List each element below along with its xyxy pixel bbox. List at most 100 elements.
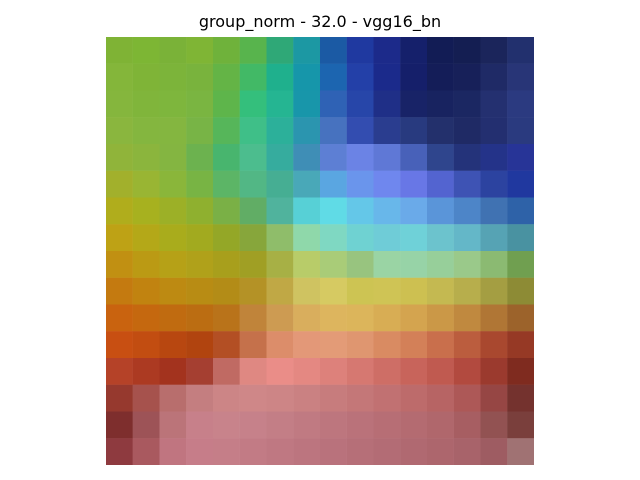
heatmap-cell (239, 90, 267, 118)
heatmap-cell (159, 63, 187, 91)
heatmap-cell (132, 90, 160, 118)
heatmap-cell (132, 117, 160, 145)
heatmap-cell (213, 37, 240, 64)
heatmap-cell (186, 63, 214, 91)
heatmap-cell (320, 37, 347, 64)
heatmap-cell (373, 251, 401, 278)
heatmap-cell (213, 197, 240, 225)
heatmap-cell (453, 251, 481, 278)
heatmap-cells (106, 37, 534, 465)
heatmap-cell (132, 358, 160, 385)
heatmap-cell (373, 411, 401, 439)
heatmap-cell (480, 117, 508, 145)
heatmap-cell (346, 224, 374, 252)
heatmap-cell (239, 331, 267, 359)
heatmap-cell (266, 63, 294, 91)
heatmap-cell (400, 63, 428, 91)
heatmap-cell (293, 197, 321, 225)
heatmap-cell (293, 37, 321, 64)
heatmap-cell (507, 411, 534, 439)
heatmap-cell (159, 438, 187, 465)
heatmap-cell (106, 304, 133, 332)
heatmap-cell (400, 331, 428, 359)
heatmap-cell (159, 358, 187, 385)
heatmap-cell (239, 251, 267, 278)
heatmap-cell (239, 224, 267, 252)
heatmap-cell (293, 224, 321, 252)
heatmap-cell (427, 224, 454, 252)
heatmap-cell (266, 411, 294, 439)
heatmap-cell (507, 90, 534, 118)
heatmap-cell (293, 277, 321, 305)
heatmap-cell (132, 63, 160, 91)
heatmap-cell (293, 63, 321, 91)
heatmap-cell (106, 277, 133, 305)
heatmap-cell (132, 331, 160, 359)
heatmap-cell (373, 197, 401, 225)
heatmap-cell (239, 358, 267, 385)
heatmap-cell (400, 358, 428, 385)
heatmap-cell (106, 438, 133, 465)
heatmap-cell (373, 331, 401, 359)
heatmap-cell (266, 37, 294, 64)
heatmap-cell (507, 277, 534, 305)
heatmap-cell (427, 384, 454, 412)
heatmap-cell (106, 144, 133, 171)
heatmap-cell (293, 304, 321, 332)
heatmap-cell (239, 117, 267, 145)
heatmap-cell (186, 144, 214, 171)
heatmap-cell (106, 197, 133, 225)
heatmap-cell (453, 304, 481, 332)
chart-title: group_norm - 32.0 - vgg16_bn (198, 12, 442, 31)
heatmap-cell (400, 384, 428, 412)
heatmap-cell (453, 277, 481, 305)
heatmap-cell (159, 37, 187, 64)
heatmap-cell (186, 331, 214, 359)
heatmap-cell (346, 251, 374, 278)
heatmap-cell (106, 170, 133, 198)
heatmap-cell (346, 144, 374, 171)
heatmap-cell (427, 277, 454, 305)
heatmap-cell (346, 384, 374, 412)
heatmap-cell (186, 37, 214, 64)
heatmap-cell (453, 63, 481, 91)
heatmap-cell (132, 411, 160, 439)
heatmap-cell (239, 37, 267, 64)
heatmap-cell (480, 358, 508, 385)
heatmap-cell (132, 170, 160, 198)
heatmap-cell (159, 170, 187, 198)
heatmap-cell (159, 331, 187, 359)
heatmap-cell (427, 63, 454, 91)
heatmap-cell (480, 90, 508, 118)
heatmap-cell (453, 411, 481, 439)
heatmap-cell (266, 144, 294, 171)
heatmap-cell (373, 304, 401, 332)
heatmap-cell (132, 438, 160, 465)
heatmap-cell (507, 438, 534, 465)
heatmap-cell (400, 37, 428, 64)
heatmap-cell (132, 144, 160, 171)
heatmap-cell (400, 197, 428, 225)
heatmap-cell (266, 358, 294, 385)
heatmap-cell (507, 170, 534, 198)
heatmap-cell (293, 331, 321, 359)
heatmap-cell (507, 384, 534, 412)
heatmap-cell (213, 331, 240, 359)
heatmap-cell (427, 117, 454, 145)
heatmap-cell (213, 304, 240, 332)
heatmap-cell (346, 63, 374, 91)
heatmap-cell (213, 251, 240, 278)
heatmap-cell (346, 90, 374, 118)
heatmap-cell (293, 411, 321, 439)
heatmap-cell (346, 117, 374, 145)
heatmap-cell (453, 117, 481, 145)
heatmap-cell (186, 117, 214, 145)
heatmap-cell (159, 90, 187, 118)
heatmap-cell (239, 411, 267, 439)
heatmap-cell (507, 197, 534, 225)
heatmap-cell (320, 117, 347, 145)
heatmap-cell (373, 63, 401, 91)
heatmap-cell (186, 438, 214, 465)
heatmap-cell (239, 170, 267, 198)
heatmap-cell (106, 63, 133, 91)
